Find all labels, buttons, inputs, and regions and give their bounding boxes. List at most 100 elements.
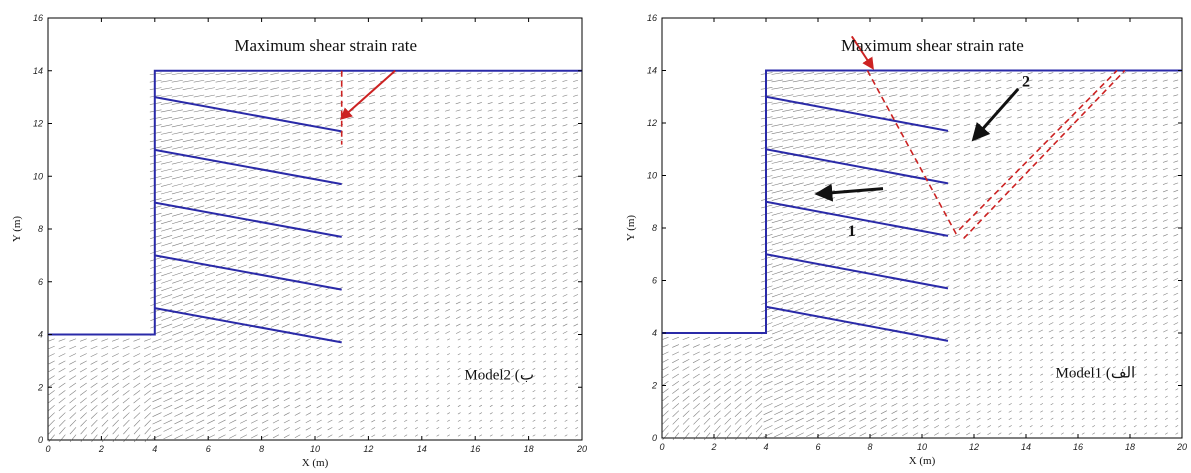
model1-field-vector: [1079, 314, 1085, 318]
model1-field-vector: [803, 79, 815, 83]
model1-field-vector: [963, 241, 971, 245]
model1-field-vector: [703, 381, 711, 387]
model1-field-vector: [942, 116, 950, 119]
model2-field-vector: [541, 124, 547, 127]
model2-field-vector: [521, 404, 525, 407]
model1-field-vector: [682, 388, 690, 394]
model2-field-vector: [204, 94, 215, 98]
model2-field-vector: [314, 301, 322, 306]
model1-field-vector: [1102, 336, 1106, 339]
model1-field-vector: [771, 123, 783, 127]
model1-field-vector: [848, 381, 856, 385]
model1-field-vector: [1133, 395, 1137, 398]
model1-field-vector: [867, 197, 877, 201]
model2-field-vector: [292, 87, 301, 90]
model2-field-vector: [477, 183, 482, 186]
model2-field-vector: [412, 220, 418, 223]
model1-field-vector: [1131, 189, 1137, 193]
model2-field-vector: [552, 323, 557, 327]
model2-field-vector: [562, 279, 568, 282]
model2-field-vector: [358, 323, 365, 327]
model1-field-vector: [825, 307, 836, 312]
model2-field-vector: [150, 235, 162, 240]
model2-field-vector: [436, 434, 440, 437]
model1-field-vector: [1071, 388, 1075, 391]
model2-field-vector: [412, 198, 418, 201]
model2-field-vector: [477, 264, 482, 268]
model2-field-vector: [347, 161, 354, 164]
model2-field-vector: [562, 131, 568, 134]
model1-field-vector: [923, 395, 929, 399]
model1-field-vector: [955, 373, 960, 377]
model2-field-vector: [206, 338, 215, 343]
model2-field-vector: [112, 338, 119, 342]
model2-field-vector: [347, 168, 354, 172]
model1-field-vector: [880, 403, 888, 407]
model2-field-vector: [436, 375, 440, 378]
model2-field-vector: [79, 338, 87, 342]
model2-field-vector: [425, 427, 429, 430]
model1-field-vector: [995, 87, 1002, 90]
model1-field-vector: [1112, 373, 1116, 376]
model1-field-vector: [1008, 425, 1012, 428]
model2-field-vector: [292, 257, 301, 261]
model1-field-vector: [1017, 72, 1023, 75]
model2-field-vector: [336, 220, 344, 224]
model2-field-vector: [336, 190, 344, 194]
model2-field-vector: [171, 72, 183, 76]
model1-field-vector: [1017, 314, 1023, 318]
model1-field-vector: [987, 358, 992, 362]
model1-field-vector: [814, 300, 825, 305]
model2-field-vector: [444, 94, 450, 97]
model1-field-vector: [1090, 285, 1096, 289]
model2-field-vector: [90, 338, 98, 342]
model1-field-vector: [857, 285, 867, 290]
model2-field-vector: [204, 161, 215, 165]
model2-x-tick-label: 8: [259, 444, 264, 454]
model1-field-vector: [803, 87, 815, 90]
model2-field-vector: [226, 257, 237, 262]
model2-field-vector: [161, 249, 173, 254]
model2-field-vector: [498, 168, 504, 171]
model1-field-vector: [921, 109, 929, 112]
model1-field-vector: [793, 248, 804, 253]
model1-field-vector: [1110, 211, 1116, 215]
model1-field-vector: [835, 153, 846, 157]
model2-field-vector: [509, 220, 515, 223]
model1-field-vector: [803, 241, 815, 246]
model1-field-vector: [987, 395, 992, 399]
model2-field-vector: [532, 345, 536, 348]
model2-field-vector: [423, 205, 429, 208]
model2-field-vector: [519, 161, 525, 164]
model2-field-vector: [358, 116, 365, 120]
model2-field-vector: [303, 257, 312, 261]
model1-field-vector: [662, 425, 669, 433]
model1-field-vector: [771, 138, 783, 142]
model2-field-vector: [543, 382, 547, 385]
model1-field-vector: [1163, 263, 1168, 266]
model2-field-vector: [314, 249, 322, 254]
model1-field-vector: [816, 366, 825, 371]
model2-field-vector: [292, 242, 301, 246]
model2-field-vector: [541, 183, 547, 186]
model2-field-vector: [314, 316, 322, 320]
model2-field-vector: [281, 124, 290, 127]
model2-field-vector: [562, 109, 568, 112]
model1-field-vector: [1058, 226, 1064, 230]
model2-field-vector: [532, 360, 536, 363]
model2-field-vector: [477, 116, 482, 119]
model2-field-vector: [575, 397, 579, 400]
model1-field-vector: [1029, 336, 1033, 339]
model1-field-vector: [846, 300, 856, 305]
model1-field-vector: [1100, 292, 1106, 296]
model1-field-vector: [835, 175, 846, 179]
model2-field-vector: [171, 109, 183, 113]
model1-field-vector: [661, 351, 669, 356]
model1-field-vector: [1090, 248, 1096, 252]
model1-field-vector: [806, 432, 815, 437]
model2-field-vector: [519, 139, 525, 142]
model2-field-vector: [445, 205, 450, 208]
model1-field-vector: [838, 425, 846, 430]
model2-field-vector: [270, 124, 280, 127]
model1-field-vector: [827, 381, 836, 385]
